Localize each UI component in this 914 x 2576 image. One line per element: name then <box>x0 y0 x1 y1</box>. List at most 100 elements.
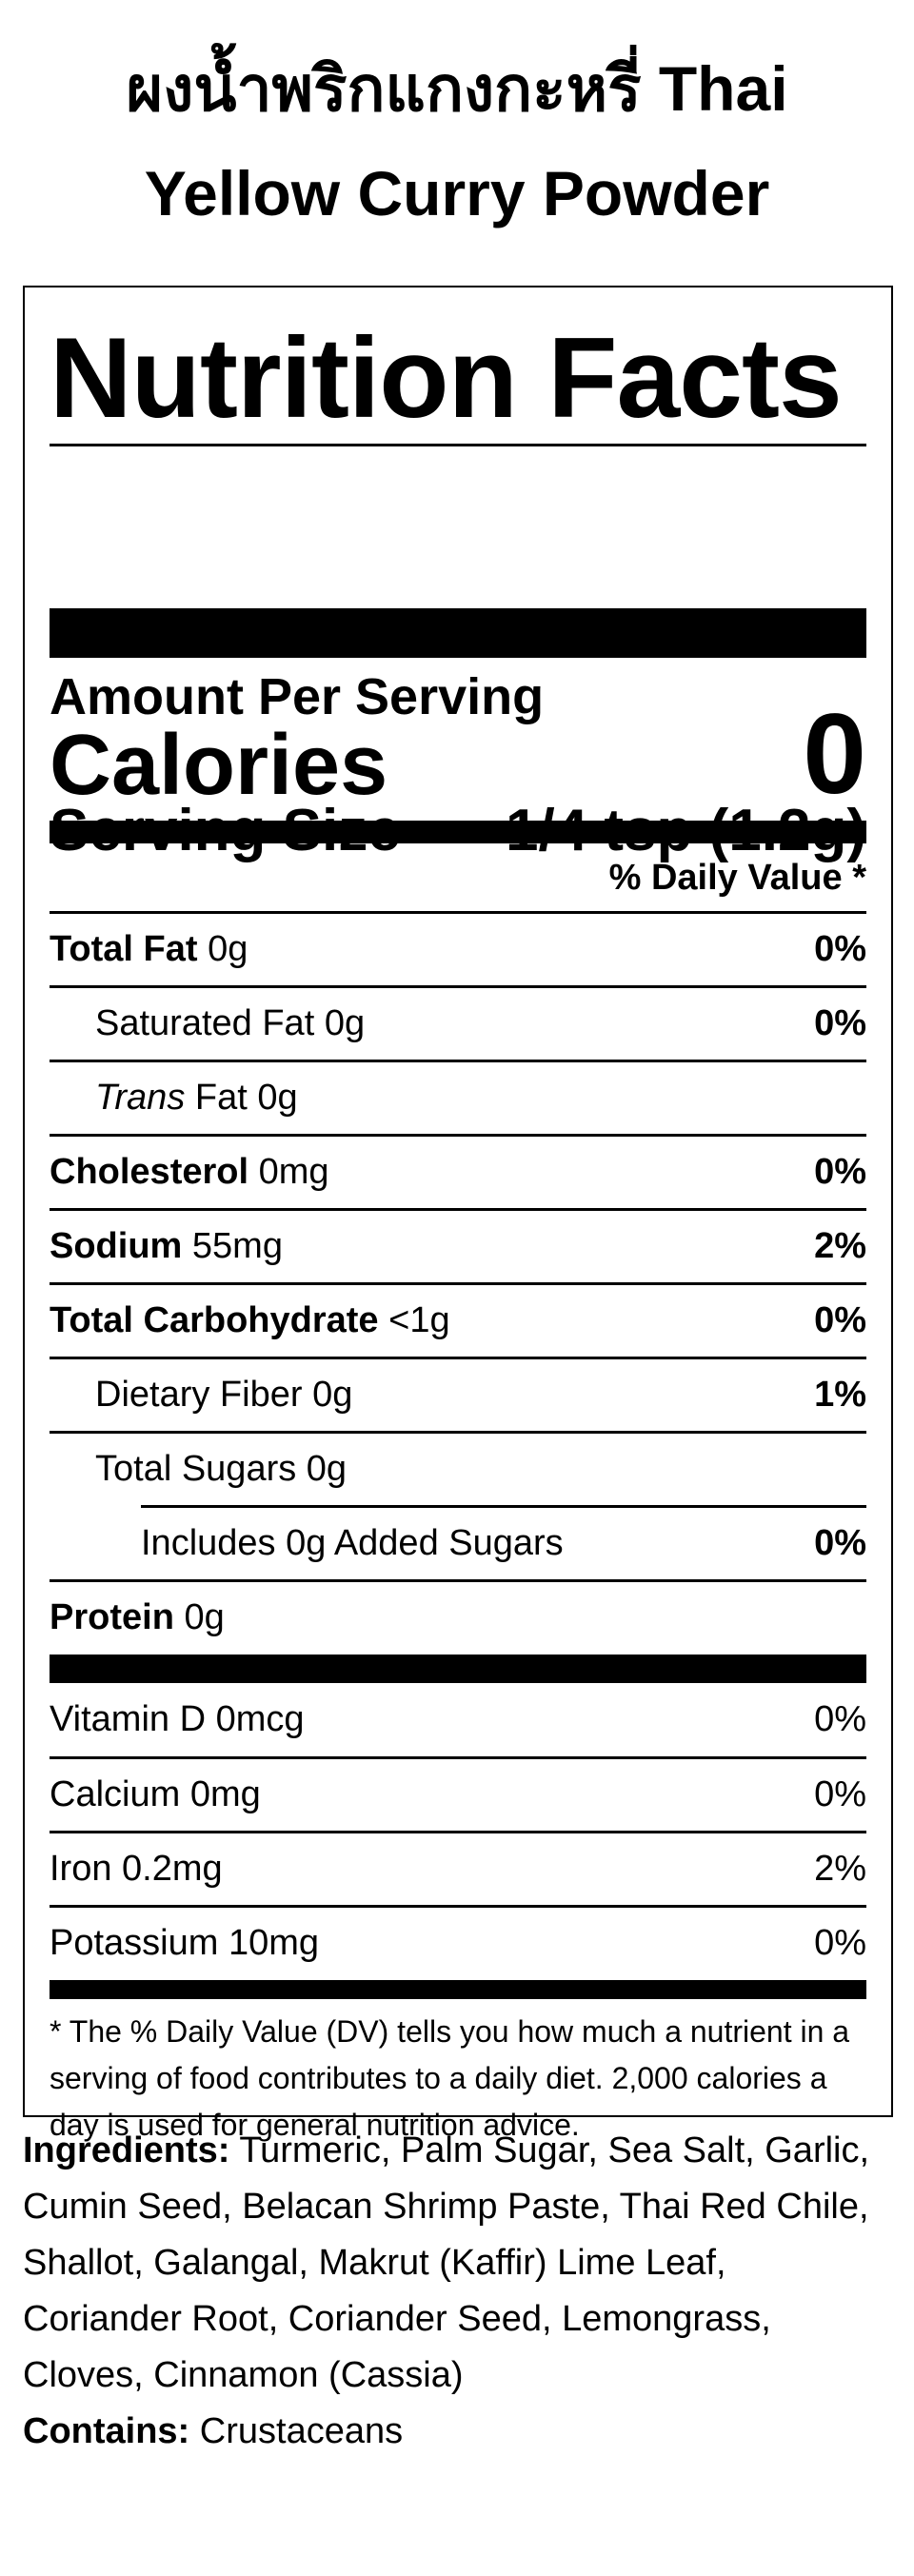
nutrient-name: Total Fat <box>50 929 198 969</box>
ingredients-text: Turmeric, Palm Sugar, Sea Salt, Garlic, … <box>23 2130 870 2395</box>
row-divider <box>50 1756 866 1759</box>
row-divider <box>50 1134 866 1137</box>
vitamin-amount: 10mg <box>228 1923 320 1963</box>
nutrient-label: Trans Fat 0g <box>95 1078 298 1119</box>
nutrient-row-cholesterol: Cholesterol 0mg 0% <box>50 1137 866 1208</box>
nutrient-dv: 0% <box>814 1003 866 1043</box>
nutrient-row-dietary-fiber: Dietary Fiber 0g 1% <box>95 1359 866 1431</box>
nutrient-amount: 0g <box>184 1597 225 1637</box>
thick-divider-vitamins <box>50 1655 866 1683</box>
nutrient-dv: 0% <box>814 929 866 969</box>
vitamin-dv: 0% <box>814 1923 866 1963</box>
nutrient-dv: 1% <box>814 1375 866 1415</box>
vitamin-dv: 0% <box>814 1699 866 1739</box>
nutrition-facts-title: Nutrition Facts <box>50 314 843 442</box>
vitamin-amount: 0.2mg <box>122 1849 223 1889</box>
nutrient-dv: 0% <box>814 1300 866 1340</box>
row-divider <box>50 1208 866 1211</box>
vitamin-amount: 0mcg <box>215 1699 305 1739</box>
row-divider <box>50 985 866 988</box>
nutrient-label: Includes 0g Added Sugars <box>141 1523 564 1563</box>
nutrient-label: Total Carbohydrate <1g <box>50 1300 450 1341</box>
vitamin-dv: 0% <box>814 1774 866 1814</box>
nutrient-amount: 0g <box>257 1078 298 1118</box>
vitamin-row-calcium: Calcium 0mg 0% <box>50 1759 866 1831</box>
calories-label: Calories <box>50 718 388 813</box>
nutrition-label: Nutrition Facts Serving Size 1/4 tsp (1.… <box>23 286 893 2142</box>
row-divider <box>50 1282 866 1285</box>
row-divider <box>50 1060 866 1062</box>
nutrient-row-saturated-fat: Saturated Fat 0g 0% <box>95 988 866 1060</box>
daily-value-header: % Daily Value * <box>608 858 866 898</box>
row-divider <box>141 1505 866 1508</box>
ingredients-section: Ingredients: Turmeric, Palm Sugar, Sea S… <box>23 2123 891 2460</box>
ingredients-statement: Ingredients: Turmeric, Palm Sugar, Sea S… <box>23 2123 891 2404</box>
nutrient-name: Cholesterol <box>50 1152 249 1192</box>
vitamin-label: Calcium 0mg <box>50 1774 261 1815</box>
nutrient-name: Protein <box>50 1597 174 1637</box>
nutrient-row-sodium: Sodium 55mg 2% <box>50 1211 866 1282</box>
nutrient-row-total-carbohydrate: Total Carbohydrate <1g 0% <box>50 1285 866 1357</box>
nutrient-amount: 0g <box>306 1449 348 1489</box>
nutrient-label: Sodium 55mg <box>50 1226 283 1267</box>
product-title-line2: Yellow Curry Powder <box>144 158 770 228</box>
vitamin-name: Iron <box>50 1849 112 1889</box>
nutrient-dv: 0% <box>814 1523 866 1563</box>
nutrient-name: Sodium <box>50 1226 183 1266</box>
nutrient-name: Saturated Fat <box>95 1003 315 1043</box>
row-divider <box>50 911 866 914</box>
nutrient-amount: 0mg <box>258 1152 329 1192</box>
row-divider <box>50 1357 866 1359</box>
nutrient-label: Protein 0g <box>50 1597 225 1638</box>
vitamin-name: Vitamin D <box>50 1699 207 1739</box>
row-divider <box>50 1831 866 1833</box>
contains-text: Crustaceans <box>199 2411 404 2451</box>
vitamin-row-iron: Iron 0.2mg 2% <box>50 1833 866 1905</box>
vitamin-name: Potassium <box>50 1923 219 1963</box>
vitamin-label: Vitamin D 0mcg <box>50 1699 305 1740</box>
calories-divider <box>50 821 866 843</box>
vitamin-label: Iron 0.2mg <box>50 1849 223 1890</box>
nutrient-row-total-sugars: Total Sugars 0g <box>95 1434 866 1505</box>
nutrient-label: Total Sugars 0g <box>95 1449 347 1490</box>
allergen-statement: Contains: Crustaceans <box>23 2404 891 2460</box>
vitamin-dv: 2% <box>814 1849 866 1889</box>
vitamin-amount: 0mg <box>189 1774 261 1814</box>
nutrient-amount: <1g <box>388 1300 450 1340</box>
nutrient-name: Dietary Fiber <box>95 1375 303 1415</box>
row-divider <box>50 1579 866 1582</box>
calories-value: 0 <box>803 690 866 818</box>
product-title-line1: ผงน้ำพริกแกงกะหรี่ Thai <box>126 53 788 124</box>
nutrient-name: Total Sugars <box>95 1449 297 1489</box>
vitamin-name: Calcium <box>50 1774 181 1814</box>
nutrient-name: Total Carbohydrate <box>50 1300 379 1340</box>
title-divider <box>50 444 866 446</box>
nutrient-row-trans-fat: Trans Fat 0g <box>95 1062 866 1134</box>
nutrient-name-suffix: Fat <box>194 1078 248 1118</box>
contains-label: Contains: <box>23 2411 190 2451</box>
nutrient-row-added-sugars: Includes 0g Added Sugars 0% <box>141 1508 866 1579</box>
nutrient-label: Dietary Fiber 0g <box>95 1375 352 1416</box>
daily-value-footnote: * The % Daily Value (DV) tells you how m… <box>50 2014 850 2142</box>
vitamin-row-vitamin-d: Vitamin D 0mcg 0% <box>50 1684 866 1755</box>
row-divider <box>50 1431 866 1434</box>
product-title: ผงน้ำพริกแกงกะหรี่ Thai Yellow Curry Pow… <box>0 36 914 246</box>
vitamin-label: Potassium 10mg <box>50 1923 319 1964</box>
nutrient-label: Total Fat 0g <box>50 929 248 970</box>
amount-per-serving: Amount Per Serving <box>50 668 545 725</box>
nutrient-dv: 2% <box>814 1226 866 1266</box>
nutrient-row-protein: Protein 0g <box>50 1582 866 1654</box>
vitamin-row-potassium: Potassium 10mg 0% <box>50 1908 866 1979</box>
ingredients-label: Ingredients: <box>23 2130 230 2170</box>
row-divider <box>50 1905 866 1908</box>
thick-divider-top <box>50 608 866 658</box>
nutrient-label: Cholesterol 0mg <box>50 1152 329 1193</box>
nutrition-label-inner: Nutrition Facts Serving Size 1/4 tsp (1.… <box>50 287 866 2142</box>
nutrient-label: Saturated Fat 0g <box>95 1003 365 1044</box>
nutrient-amount: 55mg <box>191 1226 283 1266</box>
nutrient-dv: 0% <box>814 1152 866 1192</box>
nutrient-name: Trans <box>95 1078 186 1118</box>
nutrient-amount: 0g <box>208 929 248 969</box>
nutrient-amount: 0g <box>324 1003 366 1043</box>
nutrient-row-total-fat: Total Fat 0g 0% <box>50 914 866 985</box>
